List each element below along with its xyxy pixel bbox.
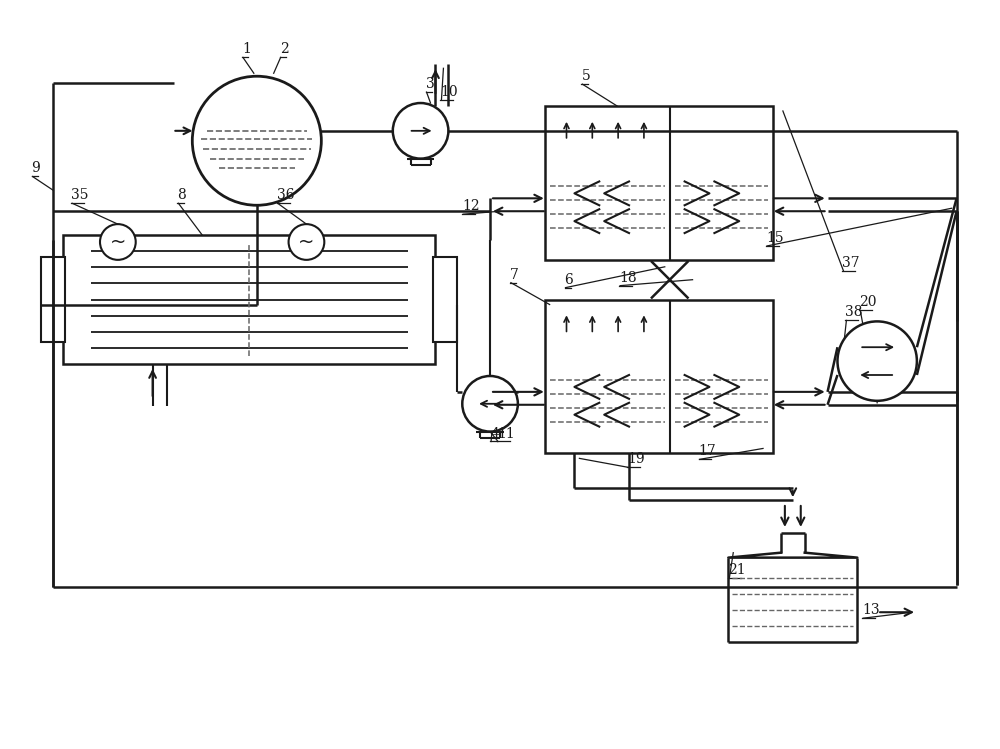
Text: 7: 7	[510, 267, 519, 282]
Text: 20: 20	[859, 296, 877, 309]
Text: 5: 5	[581, 69, 590, 83]
Text: 12: 12	[462, 199, 480, 213]
Bar	[433, 257, 457, 342]
Circle shape	[192, 76, 321, 205]
Text: 17: 17	[699, 444, 716, 458]
Text: 1: 1	[242, 43, 251, 56]
Text: 4: 4	[490, 426, 499, 440]
Text: ~: ~	[110, 232, 126, 252]
Text: 15: 15	[766, 231, 784, 245]
Circle shape	[462, 376, 518, 431]
Bar	[545, 106, 773, 260]
Text: 18: 18	[619, 270, 637, 285]
Bar	[545, 300, 773, 453]
Text: 13: 13	[862, 603, 880, 617]
Text: 21: 21	[728, 563, 746, 577]
Bar	[63, 235, 435, 364]
Bar	[41, 257, 65, 342]
Text: ~: ~	[298, 232, 315, 252]
Circle shape	[393, 103, 448, 159]
Circle shape	[100, 224, 136, 260]
Text: 3: 3	[426, 77, 434, 91]
Text: 37: 37	[842, 255, 860, 270]
Text: 38: 38	[845, 306, 863, 319]
Circle shape	[289, 224, 324, 260]
Text: 8: 8	[177, 188, 186, 202]
Text: 35: 35	[71, 188, 89, 202]
Text: 11: 11	[497, 426, 515, 440]
Text: 36: 36	[277, 188, 294, 202]
Text: 19: 19	[627, 452, 645, 467]
Text: 10: 10	[440, 85, 458, 99]
Text: 6: 6	[565, 273, 573, 287]
Text: 9: 9	[32, 162, 40, 175]
Text: 2: 2	[280, 43, 288, 56]
Circle shape	[837, 321, 917, 401]
